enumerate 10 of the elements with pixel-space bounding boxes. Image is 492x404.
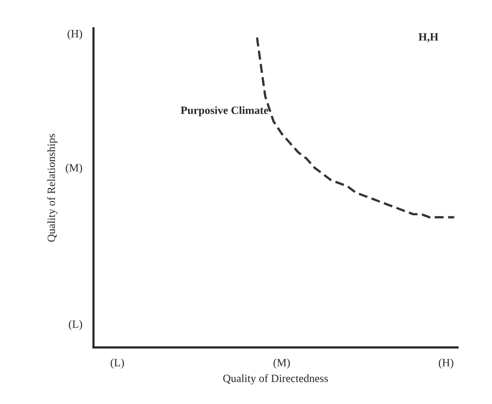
annotation: Purposive Climate xyxy=(180,106,268,116)
x-tick-label: (H) xyxy=(438,358,454,369)
x-axis-title: Quality of Directedness xyxy=(223,374,328,384)
annotation: H,H xyxy=(418,33,438,42)
x-tick-label: (L) xyxy=(110,358,124,369)
y-axis-title: Quality of Relationships xyxy=(47,134,58,242)
text: (M) xyxy=(66,164,82,174)
text: (L) xyxy=(68,320,82,330)
text: (H) xyxy=(68,30,82,40)
x-tick-label: (M) xyxy=(274,358,290,369)
